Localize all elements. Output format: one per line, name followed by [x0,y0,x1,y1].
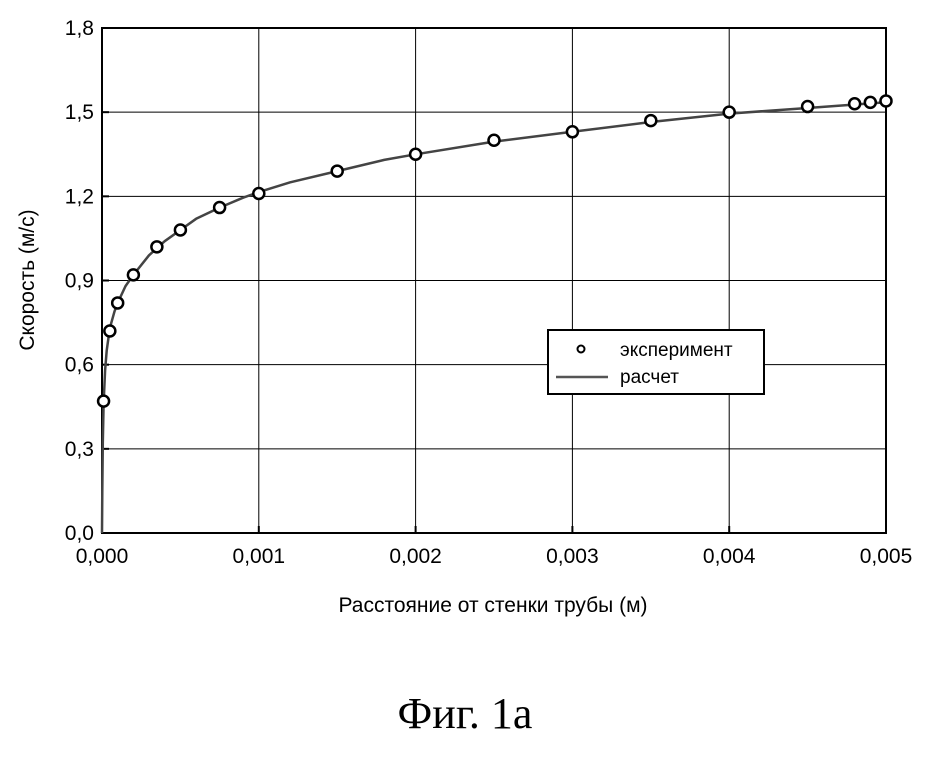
experiment-point [104,326,115,337]
calculation-line [102,102,886,533]
y-tick-label: 1,5 [65,101,94,124]
y-tick-label: 0,0 [65,522,94,545]
grid [102,28,886,533]
x-tick-label: 0,000 [76,545,129,568]
experiment-point [112,297,123,308]
y-tick-label: 0,3 [65,438,94,461]
x-tick-label: 0,003 [546,545,599,568]
y-tick-label: 1,8 [65,17,94,40]
chart: 0,000 0,001 0,002 0,003 0,004 0,005 0,0 0,3 0,6 0… [0,0,930,680]
experiment-point [645,115,656,126]
line-series [102,102,886,533]
marker-series [98,95,891,406]
legend-label-experiment: эксперимент [620,340,733,361]
experiment-point [567,126,578,137]
legend: эксперимент расчет [548,330,764,394]
x-axis-label: Расстояние от стенки трубы (м) [338,594,647,617]
experiment-point [724,107,735,118]
x-tick-label: 0,002 [389,545,442,568]
experiment-point [849,98,860,109]
y-tick-label: 0,6 [65,354,94,377]
experiment-point [214,202,225,213]
x-tick-label: 0,005 [860,545,913,568]
experiment-point [128,269,139,280]
experiment-point [98,396,109,407]
legend-marker-icon [578,346,585,353]
legend-label-calculation: расчет [620,367,679,388]
experiment-point [881,95,892,106]
experiment-point [865,97,876,108]
experiment-point [802,101,813,112]
experiment-point [489,135,500,146]
figure-caption: Фиг. 1a [0,688,930,739]
x-tick-label: 0,001 [233,545,286,568]
y-tick-label: 0,9 [65,270,94,293]
x-tick-label: 0,004 [703,545,756,568]
y-tick-label: 1,2 [65,185,94,208]
ticks: 0,000 0,001 0,002 0,003 0,004 0,005 0,0 0,3 0,6 0… [65,17,912,568]
experiment-point [175,225,186,236]
experiment-point [332,166,343,177]
experiment-point [151,241,162,252]
experiment-point [253,188,264,199]
experiment-point [410,149,421,160]
y-axis-label: Скорость (м/с) [16,209,39,350]
